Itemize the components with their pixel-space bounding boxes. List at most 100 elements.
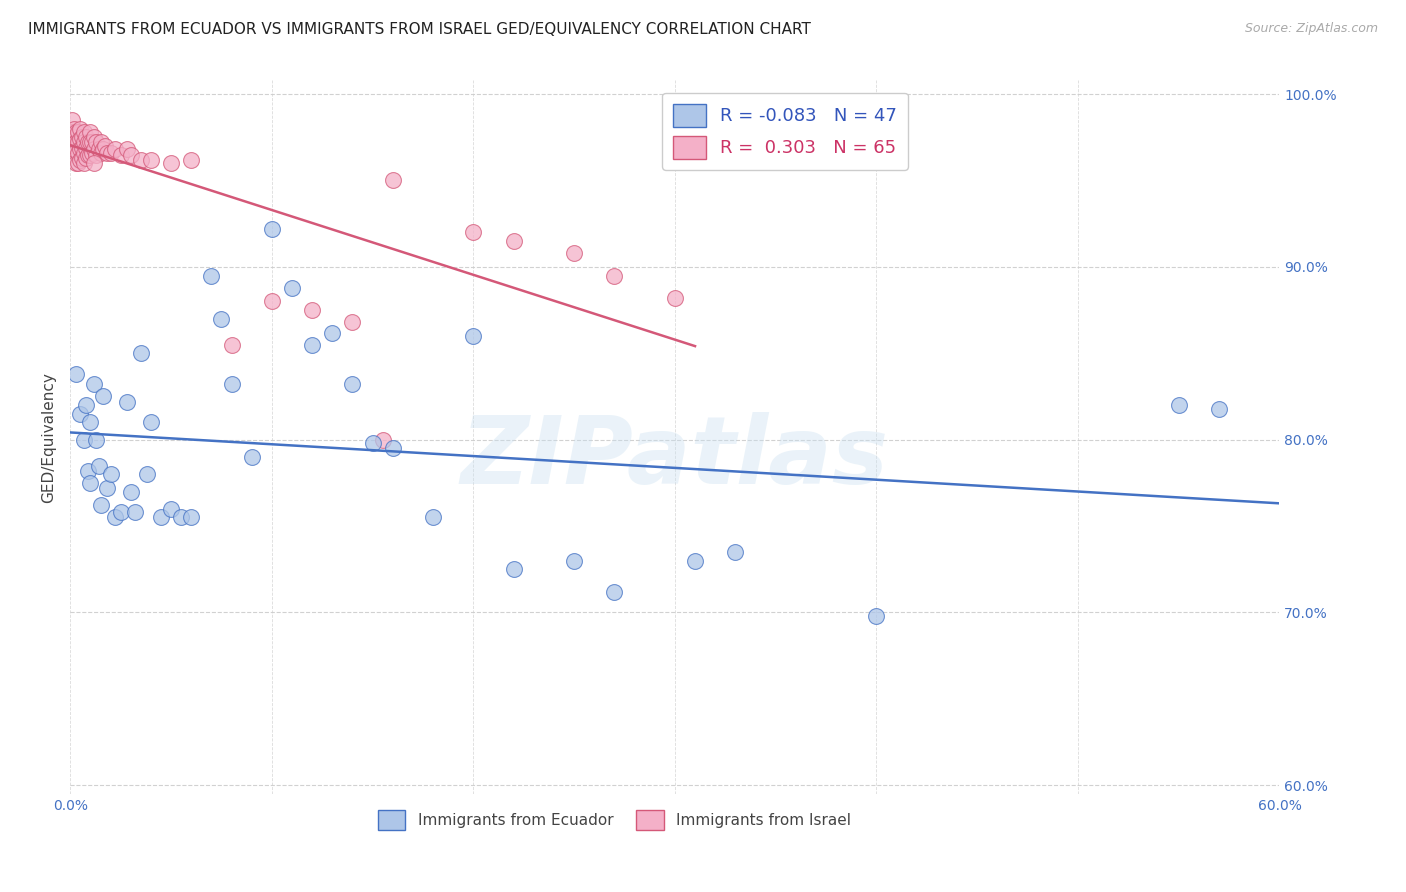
Point (90, 136, 111, 150)
Text: IMMIGRANTS FROM ECUADOR VS IMMIGRANTS FROM ISRAEL GED/EQUIVALENCY CORRELATION CH: IMMIGRANTS FROM ECUADOR VS IMMIGRANTS FR… (28, 22, 811, 37)
Point (129, 153, 152, 167)
Point (135, 467, 157, 482)
Point (100, 467, 122, 482)
Point (180, 153, 202, 167)
Point (79, 416, 101, 430)
Point (79, 136, 101, 150)
Point (83, 377, 105, 392)
Point (260, 294, 283, 309)
Point (75, 151, 97, 165)
Point (301, 337, 323, 351)
Point (75, 398, 97, 412)
Point (381, 173, 404, 187)
Point (91, 142, 114, 156)
Point (86, 147, 108, 161)
Point (115, 142, 138, 156)
Point (65, 125, 87, 139)
Point (73, 136, 96, 150)
Text: ZIPatlas: ZIPatlas (461, 412, 889, 505)
Point (75, 130, 97, 145)
Point (281, 280, 304, 294)
Point (86, 136, 108, 150)
Point (139, 416, 162, 430)
Point (170, 510, 193, 524)
Point (342, 315, 364, 329)
Point (65, 136, 87, 150)
Point (240, 450, 263, 464)
Point (110, 147, 132, 161)
Point (73, 145, 96, 160)
Point (211, 311, 233, 326)
Point (63, 130, 86, 145)
Point (342, 377, 364, 392)
Point (724, 545, 747, 559)
Point (502, 562, 524, 576)
Point (79, 475, 101, 490)
Point (83, 142, 105, 156)
Point (60, 125, 83, 139)
Point (221, 337, 243, 351)
Point (683, 553, 706, 567)
Point (93, 139, 115, 153)
Point (69, 121, 91, 136)
Point (104, 510, 127, 524)
Point (79, 147, 101, 161)
Point (87, 142, 110, 156)
Point (69, 407, 91, 421)
Point (1167, 398, 1189, 412)
Point (91, 389, 114, 403)
Point (562, 246, 585, 260)
Point (65, 144, 87, 158)
Point (75, 141, 97, 155)
Point (463, 225, 485, 239)
Point (110, 505, 132, 519)
Point (371, 433, 394, 447)
Point (77, 464, 100, 478)
Point (260, 222, 283, 236)
Point (83, 156, 105, 170)
Point (79, 125, 101, 139)
Point (67, 156, 90, 170)
Point (77, 147, 100, 161)
Point (96, 481, 118, 495)
Point (129, 346, 152, 360)
Point (82, 145, 104, 160)
Point (139, 153, 162, 167)
Point (120, 147, 142, 161)
Point (150, 510, 173, 524)
Point (100, 145, 122, 160)
Point (65, 156, 87, 170)
Point (72, 141, 94, 155)
Point (90, 145, 111, 160)
Point (865, 608, 887, 623)
Point (73, 433, 96, 447)
Point (381, 442, 404, 456)
Point (72, 130, 94, 145)
Point (502, 234, 524, 248)
Point (77, 136, 100, 150)
Point (463, 329, 485, 343)
Point (321, 326, 343, 340)
Point (664, 291, 686, 305)
Point (1208, 401, 1230, 416)
Point (160, 501, 183, 516)
Point (96, 145, 118, 160)
Point (67, 145, 90, 160)
Point (200, 268, 222, 283)
Point (301, 303, 323, 318)
Point (73, 125, 96, 139)
Point (69, 142, 91, 156)
Point (87, 458, 110, 473)
Legend: Immigrants from Ecuador, Immigrants from Israel: Immigrants from Ecuador, Immigrants from… (371, 805, 858, 836)
Point (603, 268, 626, 283)
Point (104, 142, 127, 156)
Point (73, 156, 96, 170)
Point (90, 499, 111, 513)
Point (115, 394, 138, 409)
Point (63, 121, 86, 136)
Point (67, 125, 90, 139)
Text: Source: ZipAtlas.com: Source: ZipAtlas.com (1244, 22, 1378, 36)
Point (69, 153, 91, 167)
Point (180, 510, 202, 524)
Point (86, 433, 108, 447)
